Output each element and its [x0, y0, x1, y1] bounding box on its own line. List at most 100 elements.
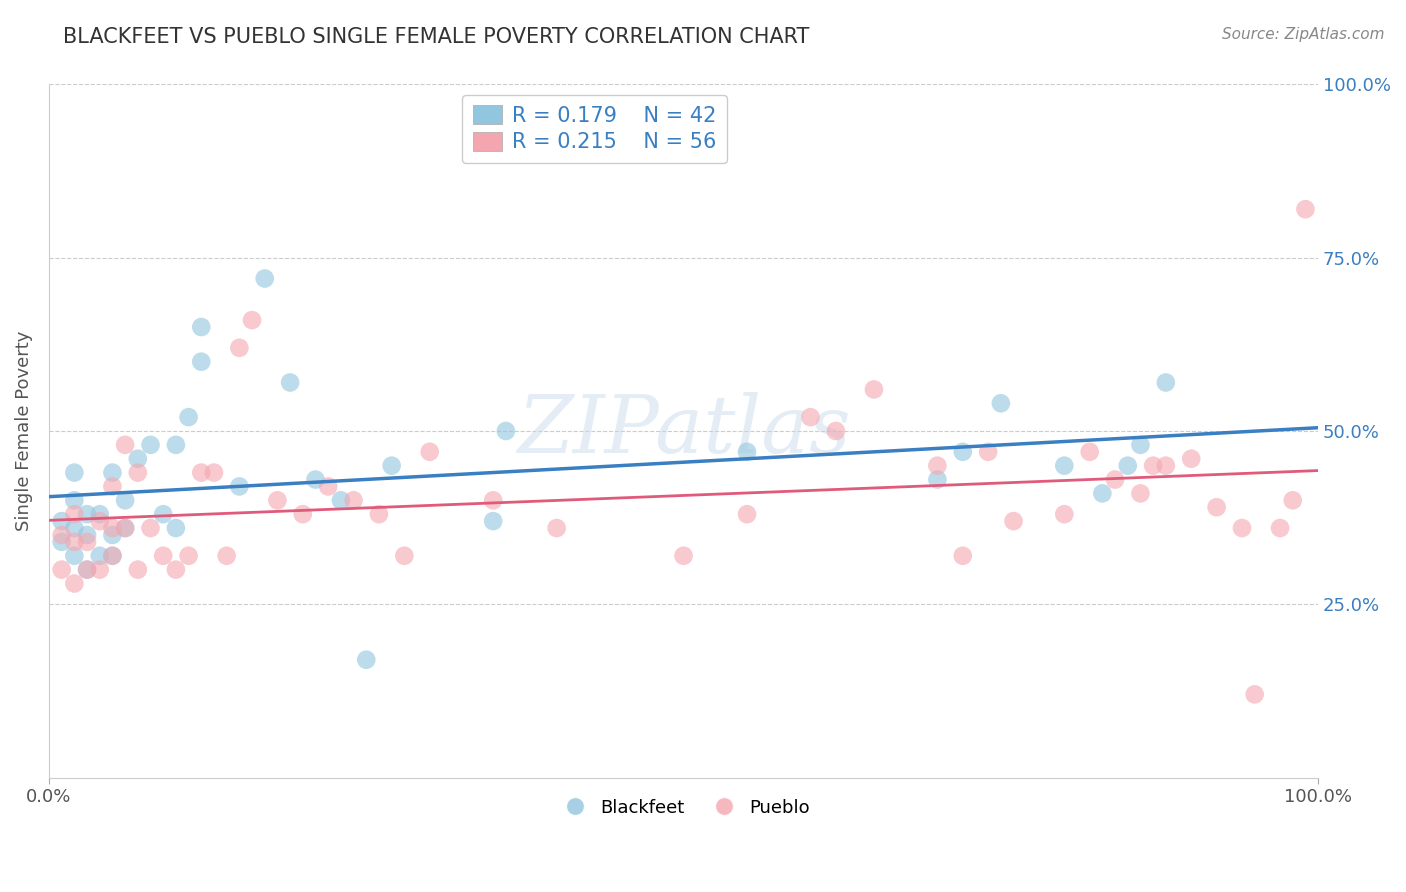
Point — [63, 576, 86, 591]
Point — [89, 549, 111, 563]
Point — [304, 473, 326, 487]
Point — [63, 493, 86, 508]
Point — [63, 507, 86, 521]
Point — [1129, 486, 1152, 500]
Point — [824, 424, 846, 438]
Point — [215, 549, 238, 563]
Point — [127, 466, 149, 480]
Point — [863, 383, 886, 397]
Point — [101, 549, 124, 563]
Point — [927, 473, 949, 487]
Point — [101, 549, 124, 563]
Point — [177, 410, 200, 425]
Point — [240, 313, 263, 327]
Point — [127, 451, 149, 466]
Point — [1078, 444, 1101, 458]
Point — [114, 438, 136, 452]
Point — [735, 507, 758, 521]
Point — [291, 507, 314, 521]
Point — [952, 444, 974, 458]
Point — [165, 438, 187, 452]
Point — [51, 563, 73, 577]
Point — [76, 507, 98, 521]
Point — [356, 653, 378, 667]
Point — [139, 521, 162, 535]
Point — [1053, 507, 1076, 521]
Point — [190, 354, 212, 368]
Point — [76, 535, 98, 549]
Point — [228, 479, 250, 493]
Point — [1268, 521, 1291, 535]
Point — [63, 549, 86, 563]
Point — [1002, 514, 1025, 528]
Point — [101, 528, 124, 542]
Point — [419, 444, 441, 458]
Point — [1294, 202, 1316, 217]
Point — [1142, 458, 1164, 473]
Legend: Blackfeet, Pueblo: Blackfeet, Pueblo — [550, 791, 817, 824]
Point — [152, 549, 174, 563]
Point — [329, 493, 352, 508]
Point — [165, 521, 187, 535]
Point — [1281, 493, 1303, 508]
Point — [1053, 458, 1076, 473]
Point — [1154, 376, 1177, 390]
Point — [51, 514, 73, 528]
Point — [190, 466, 212, 480]
Point — [127, 563, 149, 577]
Point — [76, 528, 98, 542]
Point — [672, 549, 695, 563]
Point — [89, 563, 111, 577]
Point — [1091, 486, 1114, 500]
Point — [76, 563, 98, 577]
Point — [316, 479, 339, 493]
Point — [1129, 438, 1152, 452]
Point — [1154, 458, 1177, 473]
Point — [101, 479, 124, 493]
Point — [165, 563, 187, 577]
Point — [342, 493, 364, 508]
Point — [482, 514, 505, 528]
Point — [228, 341, 250, 355]
Point — [51, 528, 73, 542]
Y-axis label: Single Female Poverty: Single Female Poverty — [15, 331, 32, 532]
Point — [63, 521, 86, 535]
Point — [278, 376, 301, 390]
Point — [394, 549, 416, 563]
Point — [139, 438, 162, 452]
Point — [253, 271, 276, 285]
Point — [202, 466, 225, 480]
Point — [977, 444, 1000, 458]
Point — [368, 507, 391, 521]
Point — [1116, 458, 1139, 473]
Point — [735, 444, 758, 458]
Point — [381, 458, 404, 473]
Point — [63, 535, 86, 549]
Point — [152, 507, 174, 521]
Point — [76, 563, 98, 577]
Point — [952, 549, 974, 563]
Point — [177, 549, 200, 563]
Point — [1180, 451, 1202, 466]
Point — [114, 521, 136, 535]
Point — [1243, 687, 1265, 701]
Point — [990, 396, 1012, 410]
Point — [1205, 500, 1227, 515]
Point — [114, 493, 136, 508]
Point — [63, 466, 86, 480]
Point — [482, 493, 505, 508]
Point — [101, 521, 124, 535]
Point — [266, 493, 288, 508]
Point — [114, 521, 136, 535]
Text: BLACKFEET VS PUEBLO SINGLE FEMALE POVERTY CORRELATION CHART: BLACKFEET VS PUEBLO SINGLE FEMALE POVERT… — [63, 27, 810, 46]
Point — [190, 320, 212, 334]
Point — [799, 410, 821, 425]
Point — [495, 424, 517, 438]
Point — [1104, 473, 1126, 487]
Point — [51, 535, 73, 549]
Text: Source: ZipAtlas.com: Source: ZipAtlas.com — [1222, 27, 1385, 42]
Point — [1230, 521, 1253, 535]
Point — [546, 521, 568, 535]
Point — [89, 507, 111, 521]
Point — [101, 466, 124, 480]
